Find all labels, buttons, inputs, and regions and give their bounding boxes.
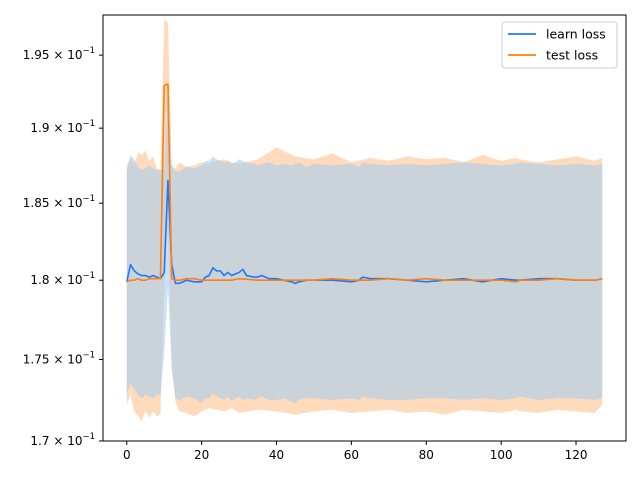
- y-tick-label: 1.9 × 10−1: [30, 119, 95, 135]
- x-tick-label: 100: [490, 448, 513, 462]
- legend-label: learn loss: [546, 27, 606, 42]
- x-tick-label: 80: [419, 448, 434, 462]
- legend: learn loss test loss: [501, 21, 618, 69]
- confidence-bands: [126, 19, 603, 422]
- y-tick-label: 1.7 × 10−1: [30, 432, 95, 448]
- y-tick-label: 1.95 × 10−1: [23, 46, 95, 62]
- x-tick-label: 60: [344, 448, 359, 462]
- y-tick-label: 1.75 × 10−1: [23, 350, 95, 366]
- x-tick-label: 120: [565, 448, 588, 462]
- legend-label: test loss: [546, 48, 598, 63]
- y-tick-label: 1.85 × 10−1: [23, 194, 95, 210]
- x-tick-label: 20: [194, 448, 209, 462]
- y-tick-label: 1.8 × 10−1: [30, 271, 95, 287]
- plot-frame: [102, 14, 627, 442]
- x-tick-label: 40: [269, 448, 284, 462]
- x-tick-label: 0: [123, 448, 131, 462]
- line-test-loss: [126, 83, 603, 283]
- band-learn-loss: [126, 81, 603, 404]
- series-lines: [125, 83, 603, 285]
- x-axis: 0 20 40 60 80 100 120: [123, 441, 588, 462]
- y-axis: 1.7 × 10−1 1.75 × 10−1 1.8 × 10−1 1.85 × 10…: [23, 46, 103, 448]
